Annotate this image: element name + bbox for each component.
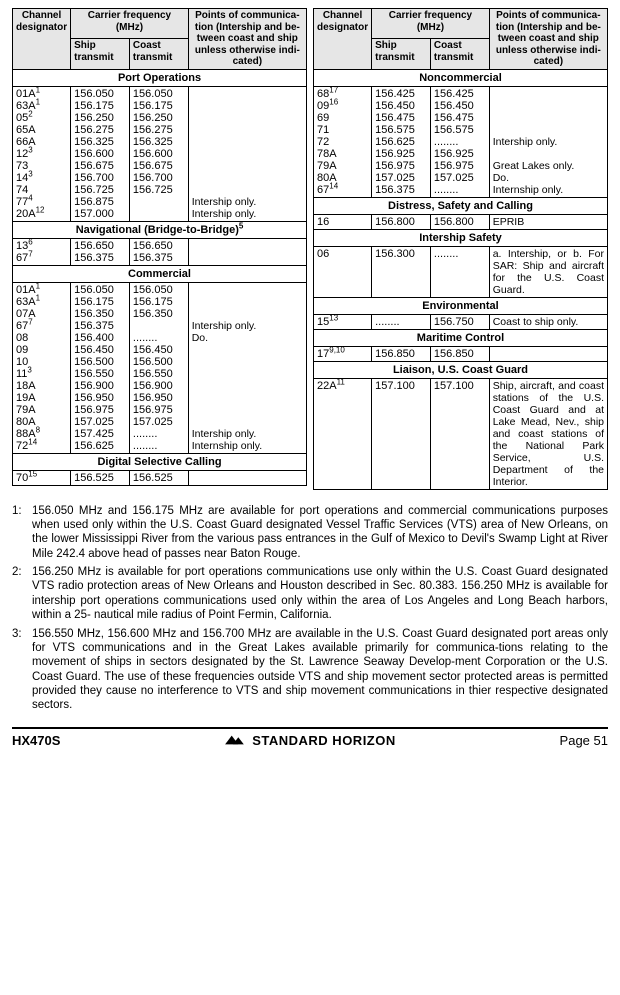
footnote-text: 156.550 MHz, 156.600 MHz and 156.700 MHz… (32, 627, 608, 713)
footnote-num: 1: (12, 504, 32, 562)
coast-freq-cell: 156.050156.175156.350........156.450156.… (129, 282, 188, 453)
channel-cell: 1513 (314, 314, 372, 329)
hdr-ship-r: Ship transmit (372, 39, 431, 69)
left-table: Channel designator Carrier frequency (MH… (12, 8, 307, 486)
coast-freq-cell: 156.650156.375 (129, 238, 188, 265)
horizon-icon (224, 733, 246, 747)
channel-cell: 16 (314, 214, 372, 229)
table-row: 1513........156.750Coast to ship only. (314, 314, 608, 329)
hdr-coast-r: Coast transmit (430, 39, 489, 69)
section-header: Maritime Control (314, 329, 608, 346)
section-header: Navigational (Bridge-to-Bridge)5 (13, 221, 307, 238)
coast-freq-cell: 156.800 (430, 214, 489, 229)
note-cell (188, 238, 306, 265)
ship-freq-cell: 157.100 (372, 378, 431, 489)
hdr-coast: Coast transmit (129, 39, 188, 69)
section-header: Digital Selective Calling (13, 453, 307, 470)
page-content: Channel designator Carrier frequency (MH… (0, 0, 620, 756)
note-cell: Intership only.Do.Intership only.Interns… (188, 282, 306, 453)
section-header: Intership Safety (314, 229, 608, 246)
right-table-body: Noncommercial6817091669717278A79A80A6714… (314, 69, 608, 489)
coast-freq-cell: 157.100 (430, 378, 489, 489)
note-cell (188, 470, 306, 485)
right-table-header: Channel designator Carrier frequency (MH… (314, 9, 608, 70)
coast-freq-cell: 156.525 (129, 470, 188, 485)
footnote: 2:156.250 MHz is available for port oper… (12, 565, 608, 623)
ship-freq-cell: 156.425156.450156.475156.575156.625156.9… (372, 86, 431, 197)
brand-text: STANDARD HORIZON (252, 733, 396, 748)
hdr-carrier: Carrier frequency (MHz) (71, 9, 189, 39)
hdr-channel-r: Channel designator (314, 9, 372, 70)
channel-cell: 22A11 (314, 378, 372, 489)
ship-freq-cell: 156.850 (372, 346, 431, 361)
note-cell: Intership only.Great Lakes only.Do.Inter… (489, 86, 607, 197)
section-header: Environmental (314, 297, 608, 314)
hdr-channel: Channel designator (13, 9, 71, 70)
footnote-text: 156.250 MHz is available for port operat… (32, 565, 608, 623)
coast-freq-cell: 156.425156.450156.475156.575........156.… (430, 86, 489, 197)
left-table-body: Port Operations01A163A105265A66A12373143… (13, 69, 307, 485)
hdr-points-r: Points of communica-tion (Intership and … (489, 9, 607, 70)
note-cell: Coast to ship only. (489, 314, 607, 329)
left-column: Channel designator Carrier frequency (MH… (12, 8, 307, 486)
ship-freq-cell: 156.525 (71, 470, 130, 485)
channel-cell: 7015 (13, 470, 71, 485)
page-footer: HX470S STANDARD HORIZON Page 51 (12, 727, 608, 756)
table-row: 22A11157.100157.100Ship, aircraft, and c… (314, 378, 608, 489)
page-number: Page 51 (560, 733, 608, 748)
table-row: 179,10156.850156.850 (314, 346, 608, 361)
section-header: Liaison, U.S. Coast Guard (314, 361, 608, 378)
tables-container: Channel designator Carrier frequency (MH… (12, 8, 608, 490)
section-header: Distress, Safety and Calling (314, 197, 608, 214)
table-row: 7015156.525156.525 (13, 470, 307, 485)
ship-freq-cell: 156.050156.175156.250156.275156.325156.6… (71, 86, 130, 221)
coast-freq-cell: ........ (430, 246, 489, 297)
footnotes: 1:156.050 MHz and 156.175 MHz are availa… (12, 504, 608, 713)
model-label: HX470S (12, 733, 60, 748)
section-header: Port Operations (13, 69, 307, 86)
note-cell (489, 346, 607, 361)
ship-freq-cell: ........ (372, 314, 431, 329)
footnote: 3:156.550 MHz, 156.600 MHz and 156.700 M… (12, 627, 608, 713)
footnote-num: 3: (12, 627, 32, 713)
note-cell: EPRIB (489, 214, 607, 229)
footnote-text: 156.050 MHz and 156.175 MHz are availabl… (32, 504, 608, 562)
channel-cell: 6817091669717278A79A80A6714 (314, 86, 372, 197)
ship-freq-cell: 156.300 (372, 246, 431, 297)
coast-freq-cell: 156.850 (430, 346, 489, 361)
left-table-header: Channel designator Carrier frequency (MH… (13, 9, 307, 70)
table-row: 06156.300........a. Intership, or b. For… (314, 246, 608, 297)
ship-freq-cell: 156.050156.175156.350156.375156.400156.4… (71, 282, 130, 453)
channel-cell: 01A163A105265A66A123731437477420A12 (13, 86, 71, 221)
section-header: Commercial (13, 265, 307, 282)
channel-cell: 179,10 (314, 346, 372, 361)
note-cell: Intership only.Intership only. (188, 86, 306, 221)
channel-cell: 01A163A107A67708091011318A19A79A80A88A87… (13, 282, 71, 453)
hdr-carrier-r: Carrier frequency (MHz) (372, 9, 490, 39)
channel-cell: 06 (314, 246, 372, 297)
right-table: Channel designator Carrier frequency (MH… (313, 8, 608, 490)
footnote: 1:156.050 MHz and 156.175 MHz are availa… (12, 504, 608, 562)
brand-logo: STANDARD HORIZON (224, 733, 396, 748)
footnote-num: 2: (12, 565, 32, 623)
right-column: Channel designator Carrier frequency (MH… (313, 8, 608, 490)
coast-freq-cell: 156.750 (430, 314, 489, 329)
hdr-ship: Ship transmit (71, 39, 130, 69)
note-cell: Ship, aircraft, and coast stations of th… (489, 378, 607, 489)
coast-freq-cell: 156.050156.175156.250156.275156.325156.6… (129, 86, 188, 221)
channel-cell: 136677 (13, 238, 71, 265)
section-header: Noncommercial (314, 69, 608, 86)
ship-freq-cell: 156.650156.375 (71, 238, 130, 265)
hdr-points: Points of communica-tion (Intership and … (188, 9, 306, 70)
note-cell: a. Intership, or b. For SAR: Ship and ai… (489, 246, 607, 297)
ship-freq-cell: 156.800 (372, 214, 431, 229)
table-row: 16156.800156.800EPRIB (314, 214, 608, 229)
